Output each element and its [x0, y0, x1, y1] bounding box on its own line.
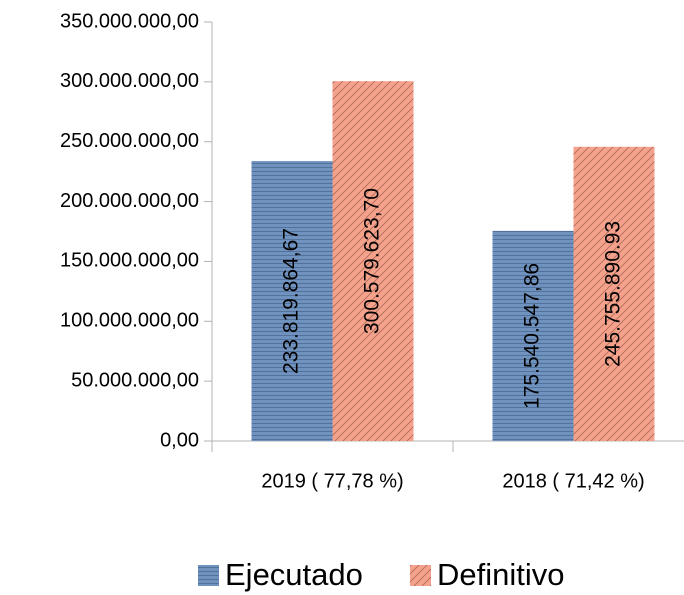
legend-label: Ejecutado [225, 557, 363, 592]
y-tick-label: 200.000.000,00 [60, 190, 199, 212]
bar [492, 230, 574, 441]
legend-swatch [410, 565, 431, 586]
bar [251, 161, 333, 441]
y-tick-label: 300.000.000,00 [60, 70, 199, 92]
y-tick-label: 350.000.000,00 [60, 10, 199, 32]
legend-swatch [198, 565, 219, 586]
y-tick-label: 50.000.000,00 [71, 369, 199, 391]
y-tick-label: 100.000.000,00 [60, 310, 199, 332]
value-label: 245.755.890.93 [602, 221, 625, 367]
y-tick-label: 150.000.000,00 [60, 250, 199, 272]
y-tick-label: 250.000.000,00 [60, 130, 199, 152]
value-label: 175.540.547,86 [521, 263, 544, 409]
value-label: 233.819.864,67 [280, 228, 303, 374]
bar [332, 81, 414, 441]
bar [573, 146, 655, 441]
value-label: 300.579.623,70 [361, 188, 384, 334]
x-tick-label: 2018 ( 71,42 %) [502, 470, 644, 492]
legend-label: Definitivo [437, 557, 565, 592]
x-tick-label: 2019 ( 77,78 %) [261, 470, 403, 492]
y-tick-label: 0,00 [160, 429, 199, 451]
